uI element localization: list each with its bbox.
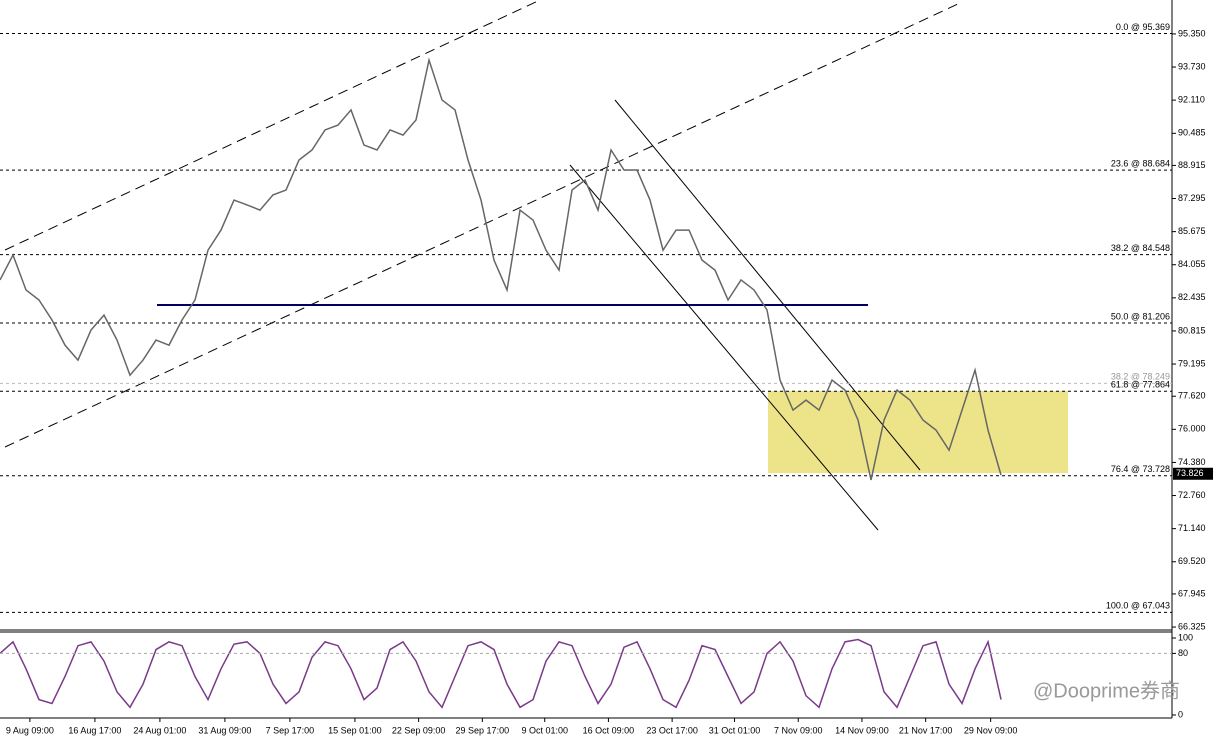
last-price-box [1173,467,1213,480]
osc-y-tick-label: 80 [1178,648,1188,658]
y-tick-label: 82.435 [1178,292,1206,302]
channel-line [4,0,541,251]
x-tick-label: 9 Aug 09:00 [6,725,54,735]
channel-line [614,99,921,471]
x-tick-label: 31 Oct 01:00 [709,725,761,735]
fib-label: 38.2 @ 78.249 [1111,372,1170,382]
x-tick-label: 7 Nov 09:00 [774,725,823,735]
x-tick-label: 21 Nov 17:00 [899,725,953,735]
oscillator-line [0,638,1002,709]
x-tick-label: 22 Sep 09:00 [392,725,446,735]
watermark: @Dooprime券商 [1033,679,1180,702]
y-tick-label: 95.350 [1178,28,1206,38]
x-tick-label: 9 Oct 01:00 [521,725,568,735]
y-tick-label: 69.520 [1178,556,1206,566]
y-tick-label: 71.140 [1178,523,1206,533]
x-tick-label: 29 Nov 09:00 [964,725,1018,735]
x-tick-label: 14 Nov 09:00 [835,725,889,735]
channel-line [569,164,879,531]
x-tick-label: 16 Aug 17:00 [68,725,121,735]
fib-label: 0.0 @ 95.369 [1116,22,1170,32]
x-tick-label: 24 Aug 01:00 [133,725,186,735]
fib-label: 76.4 @ 73.728 [1111,464,1170,474]
osc-y-tick-label: 0 [1178,709,1183,719]
y-tick-label: 93.730 [1178,61,1206,71]
x-tick-label: 23 Oct 17:00 [646,725,698,735]
y-tick-label: 72.760 [1178,490,1206,500]
last-price-label: 73.826 [1176,468,1204,478]
x-tick-label: 7 Sep 17:00 [266,725,315,735]
fib-label: 50.0 @ 81.206 [1111,311,1170,321]
fib-label: 100.0 @ 67.043 [1106,601,1170,611]
y-tick-label: 66.325 [1178,621,1206,631]
y-tick-label: 92.110 [1178,95,1205,105]
y-tick-label: 79.195 [1178,358,1206,368]
x-tick-label: 16 Oct 09:00 [583,725,635,735]
y-tick-label: 87.295 [1178,193,1206,203]
fib-label: 23.6 @ 88.684 [1111,159,1170,169]
range-box [768,391,1068,473]
y-tick-label: 88.915 [1178,160,1206,170]
x-tick-label: 29 Sep 17:00 [456,725,510,735]
y-tick-label: 77.620 [1178,391,1206,401]
y-tick-label: 90.485 [1178,128,1206,138]
y-tick-label: 84.055 [1178,259,1206,269]
y-tick-label: 76.000 [1178,424,1206,434]
fib-label: 61.8 @ 77.864 [1111,380,1170,390]
y-tick-label: 74.380 [1178,457,1206,467]
osc-y-tick-label: 100 [1178,632,1193,642]
y-tick-label: 85.675 [1178,226,1206,236]
y-tick-label: 80.815 [1178,325,1206,335]
price-line [0,57,1002,481]
fib-label: 38.2 @ 84.548 [1111,243,1170,253]
y-tick-label: 67.945 [1178,588,1206,598]
x-tick-label: 31 Aug 09:00 [198,725,251,735]
x-tick-label: 15 Sep 01:00 [328,725,382,735]
